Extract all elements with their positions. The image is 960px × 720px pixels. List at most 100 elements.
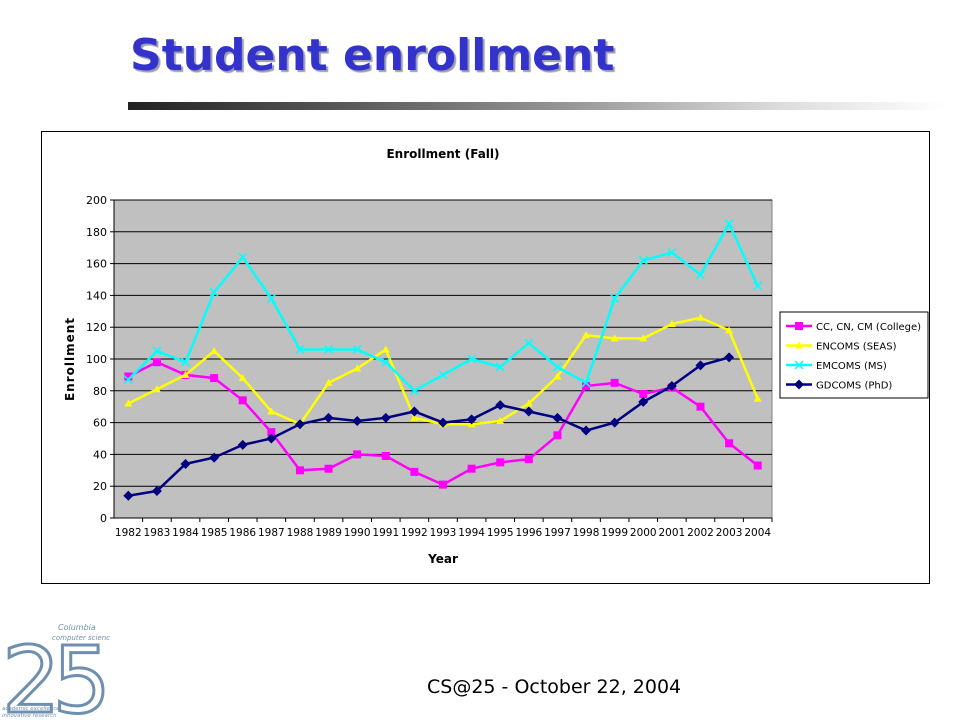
data-point-0-2000 bbox=[639, 389, 648, 398]
data-point-2-2000 bbox=[638, 255, 648, 265]
data-point-1-1987 bbox=[267, 407, 276, 415]
logo-line-cs: computer science bbox=[52, 634, 110, 642]
data-point-1-1999 bbox=[610, 334, 619, 342]
data-point-2-2002 bbox=[695, 270, 706, 280]
data-point-2-1995 bbox=[495, 362, 505, 372]
x-tick-label: 1996 bbox=[515, 527, 542, 539]
data-point-1-1998 bbox=[582, 331, 591, 339]
data-point-1-1995 bbox=[496, 417, 505, 425]
data-point-1-2001 bbox=[667, 320, 676, 328]
slide-footer: CS@25 - October 22, 2004 bbox=[427, 676, 682, 698]
data-point-2-2001 bbox=[667, 247, 677, 258]
data-point-3-1987 bbox=[266, 433, 277, 444]
data-point-3-1994 bbox=[466, 414, 477, 425]
x-tick-label: 1982 bbox=[115, 527, 142, 539]
data-point-2-2003 bbox=[724, 219, 734, 229]
x-tick-label: 1991 bbox=[372, 527, 399, 539]
x-tick-label: 1986 bbox=[229, 527, 256, 539]
data-point-1-1986 bbox=[238, 374, 247, 382]
data-point-0-1987 bbox=[267, 428, 276, 437]
data-point-0-1994 bbox=[467, 464, 476, 473]
data-point-3-1992 bbox=[409, 406, 420, 417]
data-point-3-1982 bbox=[123, 490, 134, 501]
y-tick-label: 0 bbox=[100, 512, 107, 525]
logo-line-academic: academic excellence bbox=[2, 706, 60, 712]
data-point-2-1985 bbox=[209, 287, 219, 297]
data-point-2-1993 bbox=[438, 370, 448, 380]
chart-title: Enrollment (Fall) bbox=[386, 147, 499, 161]
data-point-1-1996 bbox=[524, 399, 533, 407]
x-tick-label: 1989 bbox=[315, 527, 342, 539]
data-point-0-2003 bbox=[725, 439, 734, 448]
y-tick-label: 40 bbox=[93, 448, 107, 461]
data-point-1-2000 bbox=[639, 334, 648, 342]
x-axis-title: Year bbox=[427, 552, 458, 566]
data-point-2-1987 bbox=[266, 294, 276, 304]
data-point-0-1988 bbox=[295, 466, 304, 475]
x-tick-label: 2000 bbox=[630, 527, 657, 539]
data-point-2-1984 bbox=[180, 357, 191, 367]
y-axis-title: Enrollment bbox=[63, 317, 77, 401]
data-point-1-1997 bbox=[553, 372, 562, 380]
data-point-3-1988 bbox=[294, 419, 305, 430]
logo-number: 25 bbox=[2, 627, 104, 720]
data-point-3-2000 bbox=[638, 396, 649, 407]
data-point-2-1989 bbox=[324, 344, 334, 354]
data-point-3-2002 bbox=[695, 360, 706, 371]
data-point-0-1996 bbox=[524, 455, 533, 464]
data-point-0-1999 bbox=[610, 378, 619, 387]
data-point-3-2001 bbox=[666, 381, 677, 392]
data-point-2-1997 bbox=[552, 362, 562, 372]
data-point-3-1997 bbox=[552, 412, 563, 423]
x-tick-label: 2002 bbox=[687, 527, 714, 539]
x-tick-label: 1999 bbox=[601, 527, 628, 539]
x-tick-label: 2001 bbox=[659, 527, 686, 539]
x-tick-label: 1994 bbox=[458, 527, 485, 539]
x-tick-label: 1998 bbox=[573, 527, 600, 539]
data-point-0-1983 bbox=[152, 358, 161, 367]
series-line-3 bbox=[128, 356, 730, 497]
x-tick-label: 1988 bbox=[287, 527, 314, 539]
data-point-0-1985 bbox=[210, 374, 219, 383]
cs25-logo: 25 Columbia computer science academic ex… bbox=[1, 623, 111, 720]
data-point-3-1983 bbox=[151, 485, 162, 496]
data-point-2-1982 bbox=[123, 375, 133, 385]
data-point-3-1989 bbox=[323, 412, 334, 423]
data-point-2-1988 bbox=[295, 344, 305, 354]
data-point-0-1986 bbox=[238, 396, 247, 405]
data-point-2-1999 bbox=[610, 294, 620, 304]
data-point-1-1982 bbox=[124, 399, 133, 407]
data-point-1-1985 bbox=[210, 347, 219, 355]
x-tick-label: 1995 bbox=[487, 527, 514, 539]
y-tick-label: 100 bbox=[86, 353, 107, 366]
data-point-2-1998 bbox=[581, 378, 591, 388]
data-point-0-1997 bbox=[553, 431, 562, 440]
data-point-1-2004 bbox=[753, 394, 762, 402]
legend-swatch-marker-2 bbox=[794, 360, 804, 370]
x-tick-label: 1987 bbox=[258, 527, 285, 539]
data-point-3-1990 bbox=[352, 416, 363, 427]
data-point-2-1990 bbox=[352, 344, 362, 354]
data-point-0-1993 bbox=[439, 480, 447, 489]
legend-label-2: EMCOMS (MS) bbox=[816, 361, 887, 372]
x-tick-label: 2003 bbox=[716, 527, 743, 539]
data-point-3-1996 bbox=[523, 406, 534, 417]
data-point-1-1984 bbox=[181, 370, 190, 378]
y-tick-label: 60 bbox=[93, 417, 107, 430]
data-point-2-1983 bbox=[152, 346, 162, 356]
data-point-0-1991 bbox=[381, 451, 390, 460]
y-tick-label: 20 bbox=[93, 480, 107, 493]
data-point-2-1994 bbox=[467, 354, 477, 364]
data-point-0-1998 bbox=[582, 382, 591, 391]
chart-frame: 0 20 40 60 80 100 120 140 160 180 200 1982 1983 1984 1… bbox=[41, 131, 930, 584]
x-tick-label: 1985 bbox=[201, 527, 228, 539]
title-underline bbox=[128, 102, 946, 110]
data-point-3-1999 bbox=[609, 417, 620, 428]
data-point-3-1993 bbox=[438, 417, 448, 428]
x-tick-label: 1993 bbox=[430, 527, 457, 539]
logo-line-research: innovative research bbox=[2, 713, 57, 719]
data-point-1-2002 bbox=[696, 313, 705, 321]
legend-swatch-marker-0 bbox=[795, 322, 803, 330]
data-point-1-1990 bbox=[353, 364, 362, 372]
